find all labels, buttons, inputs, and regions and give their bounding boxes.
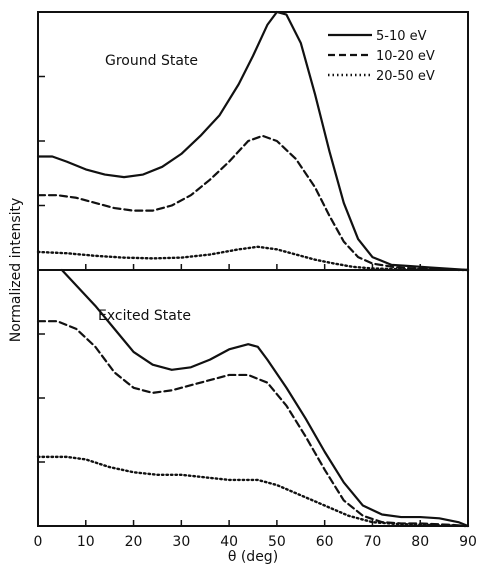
series-layer xyxy=(36,10,470,528)
legend: 5-10 eV 10-20 eV 20-50 eV xyxy=(328,29,435,84)
series-line-ground-3 xyxy=(36,245,470,272)
bottom-panel-frame xyxy=(37,269,469,527)
x-tick-labels: 0 10 20 30 40 50 60 70 80 90 xyxy=(34,534,477,550)
x-tick-label: 20 xyxy=(125,534,143,550)
x-tick-label: 40 xyxy=(220,534,238,550)
x-tick-label: 60 xyxy=(316,534,334,550)
x-tick-label: 70 xyxy=(364,534,382,550)
x-tick-label: 10 xyxy=(77,534,95,550)
series-line-ground-1 xyxy=(36,10,470,272)
x-tick-label: 90 xyxy=(459,534,477,550)
x-tick-label: 50 xyxy=(268,534,286,550)
tick-layer xyxy=(37,75,469,526)
series-line-excited-2 xyxy=(36,320,470,528)
series-line-ground-2 xyxy=(36,134,470,272)
series-line-excited-1 xyxy=(60,268,470,528)
y-axis-label: Normalized intensity xyxy=(8,198,24,343)
x-tick-label: 80 xyxy=(411,534,429,550)
bottom-panel-label: Excited State xyxy=(98,308,191,324)
legend-label-1: 5-10 eV xyxy=(376,29,427,44)
legend-label-3: 20-50 eV xyxy=(376,69,435,84)
legend-label-2: 10-20 eV xyxy=(376,49,435,64)
x-tick-label: 0 xyxy=(34,534,43,550)
x-axis-label: θ (deg) xyxy=(228,549,278,565)
x-tick-label: 30 xyxy=(172,534,190,550)
top-panel-label: Ground State xyxy=(105,53,198,69)
series-line-excited-3 xyxy=(36,455,470,528)
